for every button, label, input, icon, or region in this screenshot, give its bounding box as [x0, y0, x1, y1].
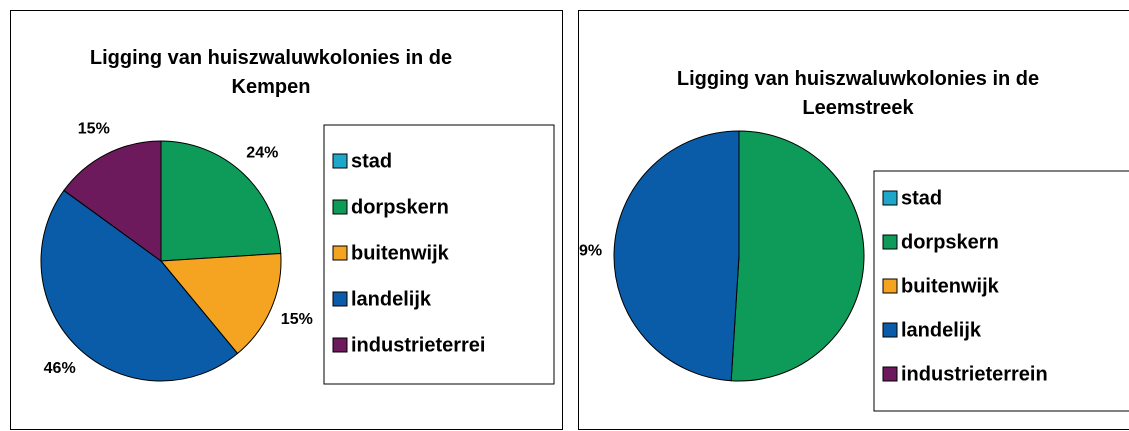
pie-slice: [160, 140, 282, 262]
legend-label: dorpskern: [901, 231, 999, 253]
legend-label: landelijk: [901, 319, 982, 341]
pie-slice: [159, 252, 282, 355]
legend-label: buitenwijk: [901, 275, 1000, 297]
pie-slice: [63, 140, 162, 262]
data-label: 24%: [246, 144, 278, 161]
data-label: 15%: [78, 120, 110, 137]
legend-label: stad: [351, 150, 392, 172]
chart-title: Ligging van huiszwaluwkolonies in de Lee…: [676, 68, 1040, 119]
chart-title: Ligging van huiszwaluwkolonies in de Kem…: [89, 47, 453, 98]
legend-label: industrieterrein: [901, 363, 1048, 385]
legend-key: [332, 291, 348, 307]
pie-slice: [40, 189, 239, 382]
legend-key: [332, 337, 348, 353]
pie-slice: [613, 130, 740, 382]
data-label: 49%: [579, 242, 602, 259]
legend-key: [332, 199, 348, 215]
legend-key: [882, 322, 898, 338]
legend-label: dorpskern: [351, 196, 449, 218]
legend-label: industrieterrei: [351, 334, 485, 356]
legend-key: [332, 153, 348, 169]
legend-key: [882, 366, 898, 382]
data-label: 15%: [281, 311, 313, 328]
data-label: 46%: [44, 360, 76, 377]
chart-panel: 24% 15% 46% 15% stad dorpskern buitenwijk lande…: [10, 10, 563, 430]
legend-key: [882, 234, 898, 250]
legend-key: [882, 190, 898, 206]
chart: 24% 15% 46% 15% stad dorpskern buitenwijk lande…: [40, 120, 555, 385]
legend-label: stad: [901, 187, 942, 209]
legend-box: [873, 170, 1129, 412]
pie-slice: [730, 130, 865, 382]
legend-label: buitenwijk: [351, 242, 450, 264]
chart: 51%49%staddorpskernbuitenwijklandelijkin…: [579, 130, 1129, 412]
legend-key: [332, 245, 348, 261]
legend-key: [882, 278, 898, 294]
chart-panel: 51%49%staddorpskernbuitenwijklandelijkin…: [578, 10, 1129, 430]
legend-label: landelijk: [351, 288, 432, 310]
legend-box: [323, 124, 555, 385]
page: 24% 15% 46% 15% stad dorpskern buitenwijk lande…: [10, 10, 1129, 430]
